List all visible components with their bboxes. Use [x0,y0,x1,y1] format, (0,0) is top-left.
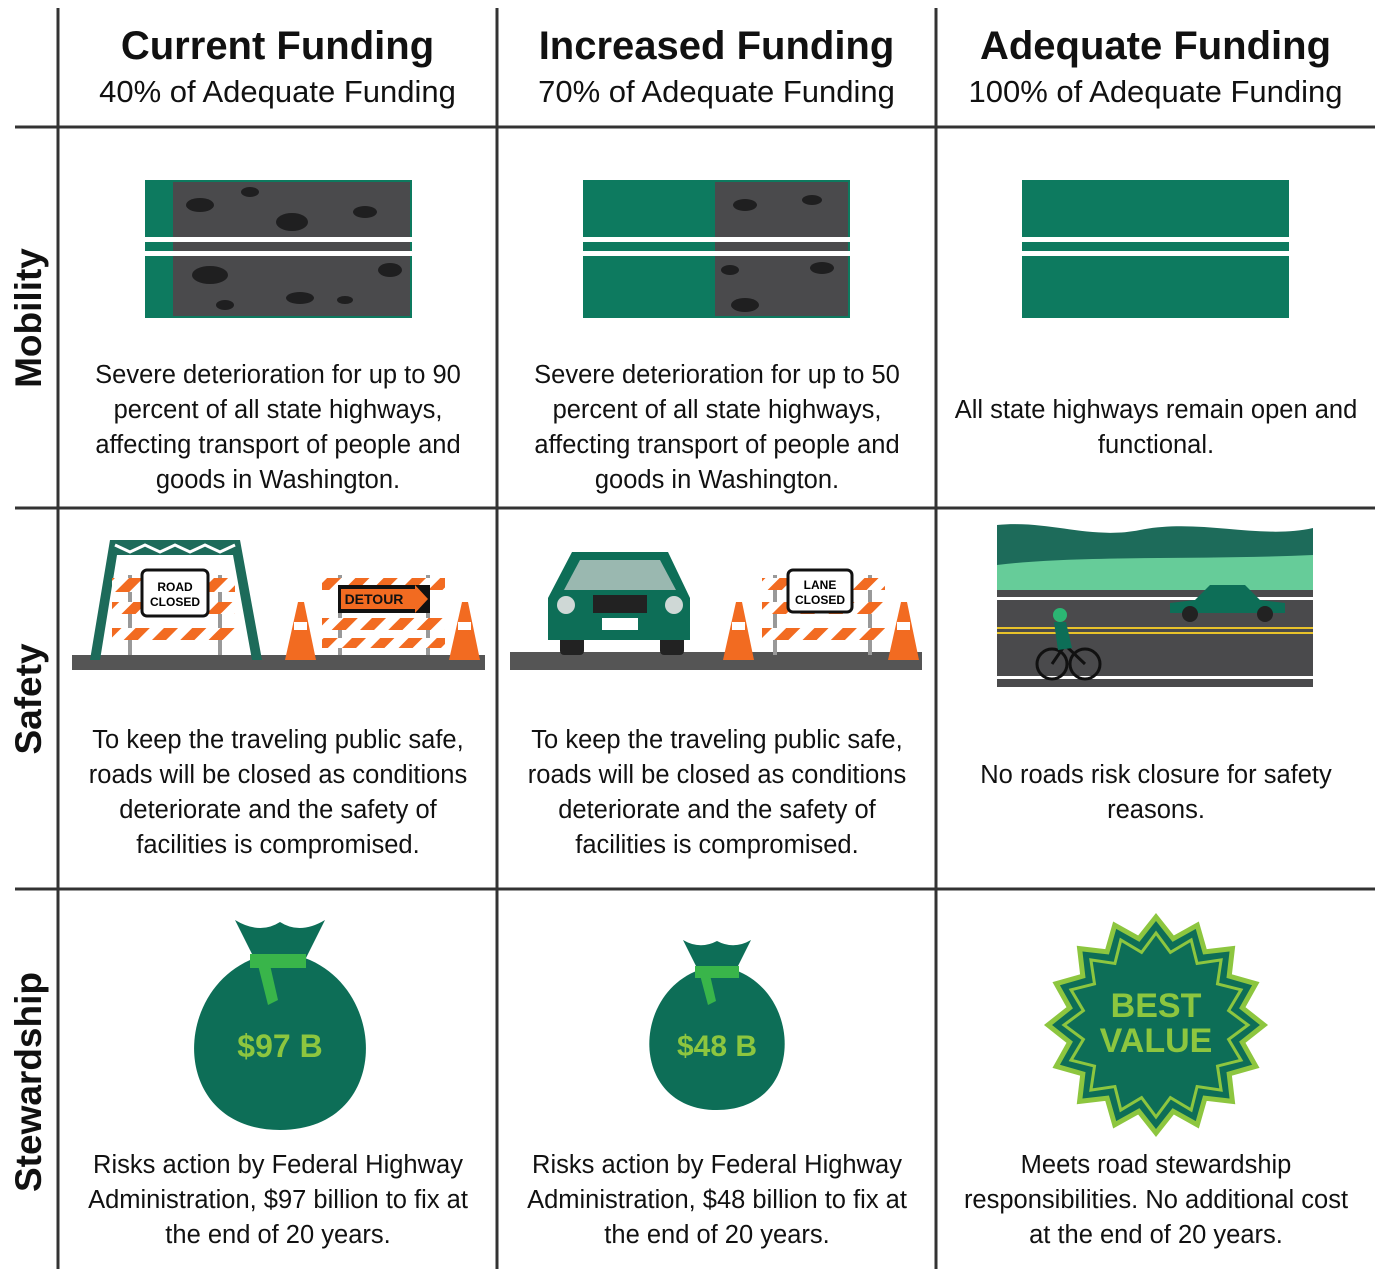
road-partial [583,180,850,318]
sign-text: DETOUR [345,591,404,607]
cell-text: Risks action by Federal Highway Administ… [512,1148,922,1253]
cell-text: Severe deterioration for up to 90 percen… [73,358,483,498]
cell-text-box: Severe deterioration for up to 50 percen… [512,355,922,500]
infographic: ROAD CLOSED DETOUR LANE CLOSED [0,0,1380,1269]
lane-closed-scene: LANE CLOSED [510,552,922,670]
cell-text: Meets road stewardship responsibilities.… [951,1148,1361,1253]
cell-text: Risks action by Federal Highway Administ… [73,1148,483,1253]
cell-text-box: Risks action by Federal Highway Administ… [512,1145,922,1255]
cell-text-box: All state highways remain open and funct… [951,355,1361,500]
cell-text-box: Risks action by Federal Highway Administ… [73,1145,483,1255]
road-closed-scene: ROAD CLOSED DETOUR [72,540,485,670]
cell-text: Severe deterioration for up to 50 percen… [512,358,922,498]
column-subtitle: 100% of Adequate Funding [936,74,1375,110]
column-subtitle: 70% of Adequate Funding [497,74,936,110]
cell-text-box: Severe deterioration for up to 90 percen… [73,355,483,500]
row-label: Safety [9,499,49,899]
column-subtitle: 40% of Adequate Funding [58,74,497,110]
money-bag: $97 B [194,920,366,1130]
column-title: Adequate Funding [936,24,1375,69]
sign-text: LANE [804,578,837,592]
cell-text-box: Meets road stewardship responsibilities.… [951,1145,1361,1255]
cell-text-box: To keep the traveling public safe, roads… [73,720,483,865]
column-title: Increased Funding [497,24,936,69]
cell-text-box: No roads risk closure for safety reasons… [951,720,1361,865]
cell-text: To keep the traveling public safe, roads… [512,723,922,863]
road-good [1022,180,1289,318]
cell-text: To keep the traveling public safe, roads… [73,723,483,863]
money-bag: $48 B [649,940,784,1110]
row-label: Stewardship [9,882,49,1269]
illustrations: ROAD CLOSED DETOUR LANE CLOSED [0,0,1380,1269]
badge-text: BEST [1111,987,1202,1025]
cell-text-box: To keep the traveling public safe, roads… [512,720,922,865]
bag-label: $97 B [237,1028,322,1064]
badge-text: VALUE [1100,1022,1213,1060]
sign-text: CLOSED [795,593,845,607]
bag-label: $48 B [677,1030,757,1063]
best-value-badge: BEST VALUE [1048,917,1264,1133]
cell-text: No roads risk closure for safety reasons… [951,758,1361,828]
open-road-scene [997,524,1313,687]
cell-text: All state highways remain open and funct… [951,393,1361,463]
sign-text: CLOSED [150,595,200,609]
sign-text: ROAD [157,580,193,594]
column-title: Current Funding [58,24,497,69]
road-worn [145,180,412,318]
row-label: Mobility [9,118,49,518]
